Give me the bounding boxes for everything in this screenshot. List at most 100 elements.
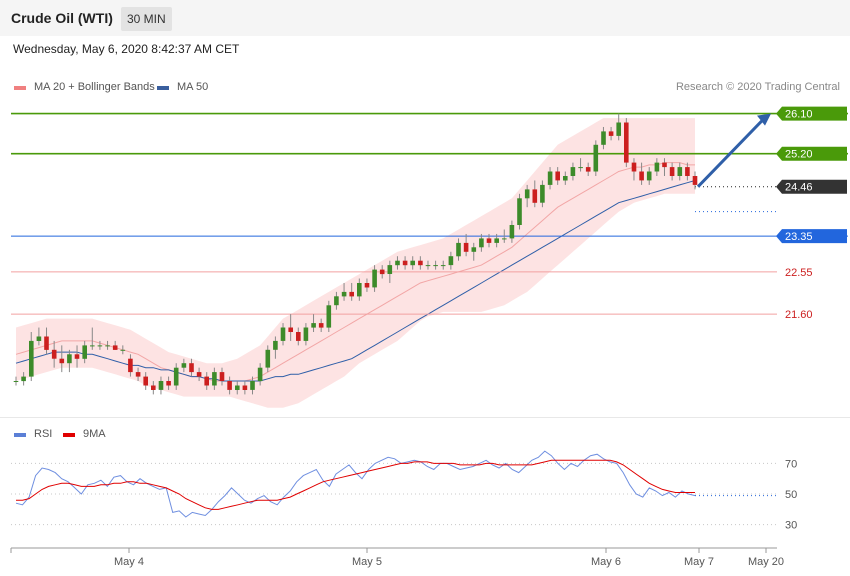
candle-body [631, 162, 637, 172]
candle-body [151, 385, 156, 390]
projection-arrow-head [757, 113, 771, 126]
candle [593, 140, 599, 176]
candle-body [97, 345, 103, 347]
candle-body [265, 349, 271, 368]
chart-header: Crude Oil (WTI) 30 MIN [0, 0, 850, 36]
resistance-tag: 26.10 [776, 106, 847, 121]
candle-body [311, 323, 316, 328]
candle [143, 372, 148, 390]
x-tick-label: May 6 [591, 556, 621, 568]
candle-body [135, 372, 141, 377]
candle [196, 367, 202, 382]
candle-body [654, 162, 660, 172]
candle-body [21, 376, 26, 382]
interval-button[interactable]: 30 MIN [121, 7, 172, 31]
candle-body [212, 372, 217, 386]
candle [250, 376, 255, 395]
candle [685, 162, 690, 181]
candle [318, 318, 324, 332]
candle [524, 184, 530, 208]
main-legend-label: MA 20 + Bollinger Bands [34, 81, 155, 93]
projection-arrow-line [696, 116, 767, 188]
candle [471, 242, 477, 261]
candle-body [540, 184, 545, 203]
candle [273, 336, 278, 359]
rsi-tick-label: 70 [785, 458, 797, 470]
candle [173, 363, 179, 390]
candle-body [364, 283, 370, 288]
candle [44, 327, 49, 355]
candle [90, 327, 95, 350]
candle [303, 323, 309, 346]
indicator-legend-label: 9MA [83, 428, 106, 440]
resistance-label: 26.10 [785, 109, 813, 121]
candle-body [692, 176, 698, 185]
candle-body [158, 381, 164, 390]
candle [585, 162, 591, 176]
candle-body [425, 265, 431, 267]
pivot-tag: 23.35 [776, 229, 847, 244]
rsi-tick-label: 50 [785, 489, 797, 501]
candle [51, 340, 57, 368]
main-legend-swatch [14, 86, 26, 90]
candle [74, 345, 80, 368]
bollinger-band-area [16, 118, 695, 408]
candle-body [578, 167, 583, 169]
candle-body [120, 349, 126, 351]
resistance-tag-shape [776, 146, 847, 161]
candle-body [379, 269, 385, 275]
candle-body [173, 367, 179, 386]
candle [486, 233, 492, 248]
candle-body [509, 225, 515, 239]
candle-body [639, 171, 644, 181]
candle-body [280, 327, 286, 341]
candle-body [128, 358, 133, 373]
candle-body [456, 242, 461, 257]
candle-body [242, 385, 248, 390]
indicator-legend-label: RSI [34, 428, 52, 440]
candle [189, 358, 194, 377]
candle [662, 158, 667, 176]
candle-body [547, 171, 553, 185]
candle [555, 167, 560, 185]
x-tick-label: May 7 [684, 556, 714, 568]
candle [112, 340, 118, 350]
support-label: 22.55 [785, 267, 813, 279]
resistance-tag: 25.20 [776, 146, 847, 161]
candle-body [326, 305, 332, 328]
candle [219, 367, 225, 386]
candle-body [616, 122, 621, 136]
candle-body [82, 345, 87, 359]
candle-body [433, 265, 438, 267]
candle [494, 233, 499, 248]
candle-body [143, 376, 148, 386]
candle-body [524, 189, 530, 199]
candle [387, 260, 393, 283]
candle-body [448, 256, 454, 266]
candle [212, 367, 217, 390]
candle [204, 372, 209, 390]
candle-body [29, 340, 34, 377]
candle-body [204, 376, 209, 386]
candle [463, 233, 469, 257]
rsi-tick-label: 30 [785, 520, 797, 532]
candle-body [486, 238, 492, 243]
candle [433, 260, 438, 270]
candle [120, 345, 126, 355]
candle [608, 126, 614, 141]
candle [166, 376, 171, 390]
candle [82, 340, 87, 364]
candle [540, 180, 545, 208]
candle [372, 265, 377, 292]
candle [357, 278, 362, 301]
candle [349, 282, 354, 301]
candle-body [196, 372, 202, 377]
candle [578, 158, 583, 172]
candle-body [593, 144, 599, 172]
candle-body [570, 167, 576, 176]
candle [280, 323, 286, 346]
pivot-tag-shape [776, 229, 847, 244]
candle-body [517, 198, 522, 225]
candle [29, 332, 34, 382]
resistance-label: 25.20 [785, 149, 813, 161]
